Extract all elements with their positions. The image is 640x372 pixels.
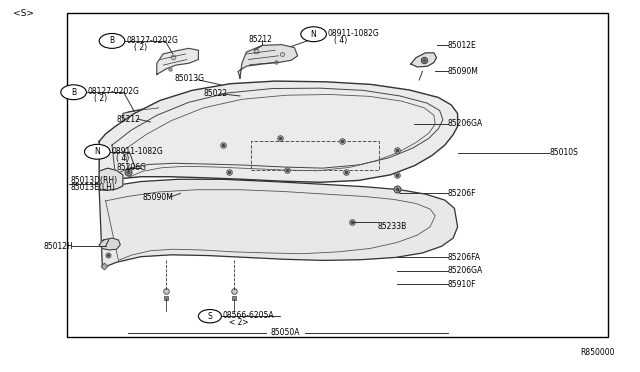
Text: 08911-1082G: 08911-1082G [111,147,163,155]
Circle shape [84,144,110,159]
Text: 08127-0202G: 08127-0202G [88,87,140,96]
Text: 08566-6205A: 08566-6205A [223,311,275,320]
Text: 85090M: 85090M [142,193,173,202]
Polygon shape [99,168,123,190]
Circle shape [99,33,125,48]
Text: 08911-1082G: 08911-1082G [328,29,380,38]
Text: 85050A: 85050A [270,328,300,337]
Text: 85206FA: 85206FA [448,253,481,262]
Text: ( 2): ( 2) [94,94,108,103]
Text: <S>: <S> [13,9,34,18]
Text: 85010S: 85010S [549,148,578,157]
Text: 85013D(RH): 85013D(RH) [70,176,118,185]
Circle shape [198,310,221,323]
Polygon shape [99,179,458,268]
Text: ( 4): ( 4) [334,36,348,45]
Polygon shape [157,48,198,74]
Circle shape [301,27,326,42]
Text: 85012H: 85012H [44,242,73,251]
Text: B: B [109,36,115,45]
Text: 85022: 85022 [204,89,228,98]
Text: < 2>: < 2> [229,318,249,327]
Bar [251,141,379,170]
Polygon shape [123,106,170,127]
Text: 85012E: 85012E [448,41,477,50]
Text: 85212: 85212 [248,35,272,44]
Text: S: S [207,312,212,321]
Text: 85206GA: 85206GA [448,266,483,275]
Text: 85206G: 85206G [116,163,147,171]
Text: B: B [71,88,76,97]
Text: 85206F: 85206F [448,189,477,198]
Text: N: N [95,147,100,156]
Text: ( 2): ( 2) [134,43,148,52]
Text: 85233B: 85233B [378,222,407,231]
Text: N: N [311,30,316,39]
Bar [67,13,608,337]
Text: 85013E(LH): 85013E(LH) [70,183,115,192]
Text: R850000: R850000 [580,348,614,357]
Polygon shape [99,81,458,190]
Polygon shape [411,53,436,67]
Text: 85013G: 85013G [174,74,204,83]
Text: 85910F: 85910F [448,280,477,289]
Circle shape [61,85,86,100]
Text: 85206GA: 85206GA [448,119,483,128]
Polygon shape [238,45,298,78]
Text: 85090M: 85090M [448,67,479,76]
Polygon shape [99,238,120,250]
Text: ( 4): ( 4) [116,154,130,163]
Text: 85212: 85212 [116,115,140,124]
Text: 08127-0202G: 08127-0202G [126,36,178,45]
